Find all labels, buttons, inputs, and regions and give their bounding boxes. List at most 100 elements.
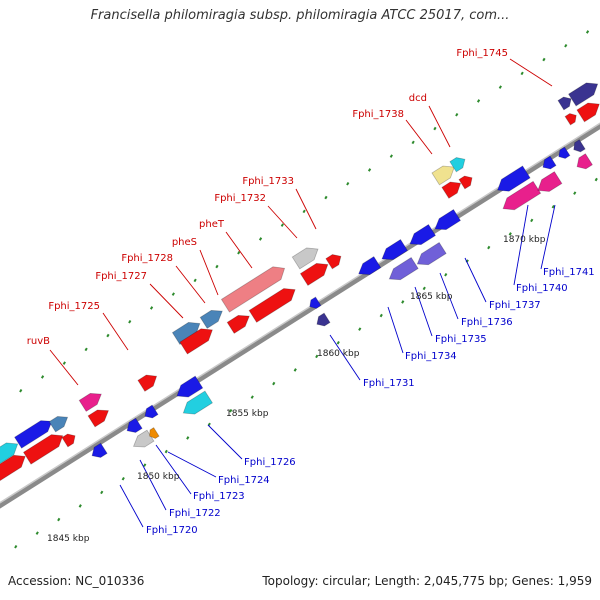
tick-mark <box>401 300 405 304</box>
gene-label-fphi-1723[interactable]: Fphi_1723 <box>193 491 245 502</box>
gene-forward[interactable] <box>171 318 203 345</box>
leader-line-reverse <box>139 459 167 511</box>
gene-label-fphi-1738[interactable]: Fphi_1738 <box>352 109 404 120</box>
gene-label-fphi-1741[interactable]: Fphi_1741 <box>543 267 595 278</box>
gene-reverse[interactable] <box>574 153 593 172</box>
gene-forward[interactable] <box>325 251 344 270</box>
gene-reverse[interactable] <box>540 155 557 172</box>
gene-forward[interactable] <box>299 259 331 286</box>
accession-text: Accession: NC_010336 <box>8 574 145 588</box>
forward-gene-labels: ruvB Fphi_1725 Fphi_1727 Fphi_1728 pheS … <box>27 48 508 347</box>
gene-forward[interactable] <box>137 371 160 392</box>
gene-forward[interactable] <box>179 324 216 355</box>
tick-mark <box>367 168 372 172</box>
tick-mark <box>171 292 175 296</box>
gene-label-fphi-1725[interactable]: Fphi_1725 <box>48 301 100 312</box>
tick-mark <box>564 43 568 48</box>
gene-label-fphi-1740[interactable]: Fphi_1740 <box>516 283 568 294</box>
gene-forward[interactable] <box>87 405 112 428</box>
leader-line-forward <box>149 283 184 319</box>
gene-reverse[interactable] <box>124 417 143 436</box>
gene-reverse[interactable] <box>180 390 213 419</box>
gene-forward[interactable] <box>226 311 253 334</box>
gene-reverse[interactable] <box>307 296 322 311</box>
leader-line-forward <box>175 265 206 304</box>
gene-reverse[interactable] <box>355 256 382 280</box>
gene-label-fphi-1727[interactable]: Fphi_1727 <box>95 271 147 282</box>
leader-line-reverse <box>167 451 217 478</box>
gene-forward[interactable] <box>291 243 321 270</box>
gene-forward[interactable] <box>0 450 29 483</box>
gene-forward[interactable] <box>568 78 600 107</box>
gene-label-fphi-1736[interactable]: Fphi_1736 <box>461 317 513 328</box>
gene-forward[interactable] <box>458 173 475 190</box>
gene-reverse[interactable] <box>534 171 563 197</box>
gene-label-fphi-1724[interactable]: Fphi_1724 <box>218 475 270 486</box>
gene-forward[interactable] <box>441 178 464 199</box>
gene-forward[interactable] <box>576 98 600 123</box>
gene-label-fphi-1728[interactable]: Fphi_1728 <box>121 253 173 264</box>
gene-label-fphi-1732[interactable]: Fphi_1732 <box>214 193 266 204</box>
gene-forward[interactable] <box>431 161 458 186</box>
gene-label-fphi-1722[interactable]: Fphi_1722 <box>169 508 221 519</box>
tick-mark <box>57 517 61 522</box>
leader-line-reverse <box>119 484 144 528</box>
gene-label-fphi-1726[interactable]: Fphi_1726 <box>244 457 296 468</box>
kbp-label: 1855 kbp <box>226 409 269 419</box>
gene-forward[interactable] <box>220 262 288 313</box>
leader-line-reverse <box>329 334 361 381</box>
tick-mark <box>35 531 39 535</box>
gene-reverse[interactable] <box>173 375 204 402</box>
gene-reverse[interactable] <box>414 241 447 269</box>
gene-forward[interactable] <box>449 154 468 173</box>
gene-label-fphi-1735[interactable]: Fphi_1735 <box>435 334 487 345</box>
tick-mark <box>78 504 82 508</box>
gene-forward[interactable] <box>14 416 56 449</box>
gene-reverse[interactable] <box>142 404 159 421</box>
gene-reverse[interactable] <box>494 165 531 196</box>
gene-forward[interactable] <box>48 412 71 433</box>
gene-reverse[interactable] <box>130 429 155 452</box>
gene-label-fphi-1745[interactable]: Fphi_1745 <box>456 48 508 59</box>
leader-line-reverse <box>155 444 192 495</box>
gene-label-fphi-1734[interactable]: Fphi_1734 <box>405 351 457 362</box>
kbp-label: 1870 kbp <box>503 235 546 245</box>
tick-mark <box>455 112 459 117</box>
kbp-label: 1860 kbp <box>317 349 360 359</box>
leader-line-forward <box>295 188 317 230</box>
gene-forward[interactable] <box>78 389 105 412</box>
gene-label-fphi-1720[interactable]: Fphi_1720 <box>146 525 198 536</box>
gene-label-fphi-1737[interactable]: Fphi_1737 <box>489 300 541 311</box>
gene-forward[interactable] <box>61 431 78 448</box>
gene-forward[interactable] <box>22 430 67 465</box>
tick-mark <box>250 395 254 399</box>
gene-reverse[interactable] <box>556 146 571 161</box>
gene-forward[interactable] <box>557 94 574 111</box>
gene-label-fphi-1731[interactable]: Fphi_1731 <box>363 378 415 389</box>
leader-line-reverse <box>513 204 529 286</box>
topology-text: Topology: circular; Length: 2,045,775 bp… <box>262 574 592 588</box>
gene-label-ruvb[interactable]: ruvB <box>27 336 50 347</box>
gene-reverse[interactable] <box>499 180 542 214</box>
gene-reverse[interactable] <box>314 312 331 329</box>
gene-reverse[interactable] <box>89 442 108 461</box>
gene-label-dcd[interactable]: dcd <box>409 93 427 104</box>
gene-reverse[interactable] <box>407 224 437 250</box>
gene-forward[interactable] <box>564 111 579 126</box>
gene-reverse[interactable] <box>432 209 462 235</box>
leader-line-forward <box>267 205 298 239</box>
gene-label-phes[interactable]: pheS <box>172 237 197 248</box>
gene-label-phet[interactable]: pheT <box>199 219 225 230</box>
gene-reverse[interactable] <box>571 139 586 155</box>
gene-forward[interactable] <box>0 438 21 467</box>
gene-reverse[interactable] <box>379 239 409 265</box>
gene-reverse[interactable] <box>386 256 419 284</box>
kbp-label: 1850 kbp <box>137 472 180 482</box>
tick-marks <box>14 30 598 549</box>
gene-reverse[interactable] <box>147 427 160 441</box>
gene-forward[interactable] <box>248 284 299 323</box>
gene-forward[interactable] <box>199 306 226 329</box>
tick-mark <box>143 463 147 467</box>
gene-label-fphi-1733[interactable]: Fphi_1733 <box>242 176 294 187</box>
